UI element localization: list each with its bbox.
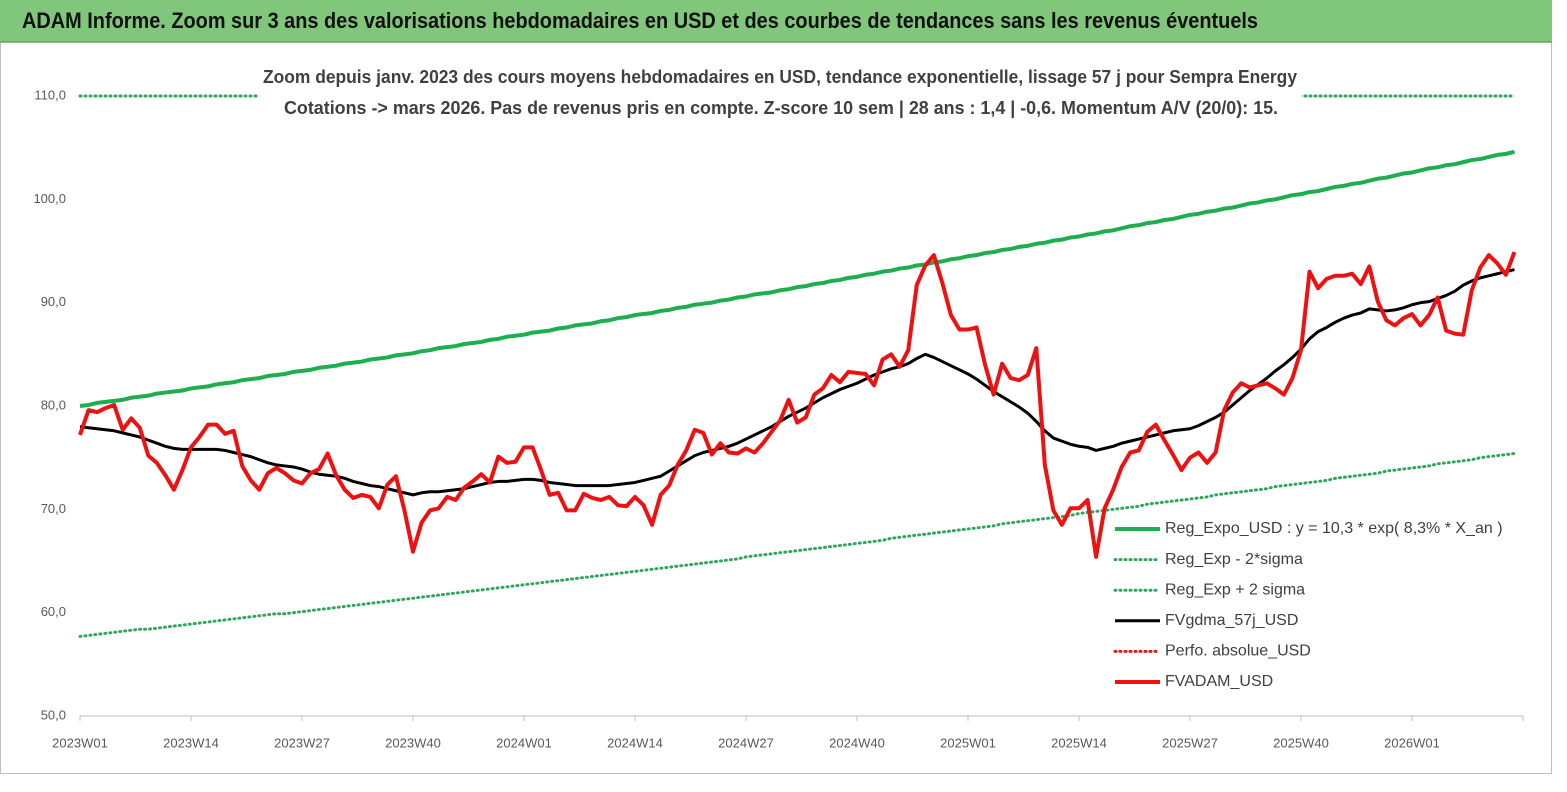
- x-tick-label: 2023W40: [385, 735, 441, 750]
- x-tick-label: 2023W14: [163, 735, 219, 750]
- series-line: [79, 268, 1515, 497]
- chart-subtitle: Zoom depuis janv. 2023 des cours moyens …: [263, 67, 1297, 87]
- y-tick-label: 90,0: [41, 294, 66, 309]
- y-tick-label: 70,0: [41, 501, 66, 516]
- legend-label: Reg_Exp + 2 sigma: [1165, 581, 1305, 598]
- plot-area: 50,0 60,0 70,0 80,0 90,0 100,0 110,0 2023W01 202…: [33, 87, 1524, 750]
- x-tick-label: 2023W01: [52, 735, 108, 750]
- x-tick-label: 2025W27: [1162, 735, 1218, 750]
- x-tick-label: 2024W40: [829, 735, 885, 750]
- series-line: [79, 149, 1515, 408]
- x-tick-label: 2025W01: [940, 735, 996, 750]
- subtitle-box: [258, 62, 1302, 124]
- legend-label: FVADAM_USD: [1165, 673, 1273, 690]
- legend-label: Reg_Exp - 2*sigma: [1165, 551, 1303, 568]
- y-tick-label: 100,0: [33, 191, 66, 206]
- legend-label: Reg_Expo_USD : y = 10,3 * exp( 8,3% * X_…: [1165, 520, 1503, 537]
- legend: Reg_Expo_USD : y = 10,3 * exp( 8,3% * X_…: [1108, 514, 1520, 696]
- legend-label: FVgdma_57j_USD: [1165, 612, 1298, 629]
- y-tick-label: 50,0: [41, 707, 66, 722]
- y-tick-label: 80,0: [41, 397, 66, 412]
- x-tick-label: 2024W27: [718, 735, 774, 750]
- x-tick-label: 2023W27: [274, 735, 330, 750]
- x-tick-label: 2024W01: [496, 735, 552, 750]
- legend-label: Perfo. absolue_USD: [1165, 643, 1311, 660]
- legend-box: [1108, 514, 1520, 696]
- series-line: [78, 452, 1516, 638]
- chart-subtitle: Cotations -> mars 2026. Pas de revenus p…: [284, 98, 1278, 118]
- chart-title: ADAM Informe. Zoom sur 3 ans des valoris…: [22, 8, 1258, 33]
- x-tick-label: 2025W40: [1273, 735, 1329, 750]
- series-line: [78, 251, 1517, 559]
- y-tick-label: 110,0: [34, 87, 66, 102]
- x-tick-label: 2026W01: [1384, 735, 1440, 750]
- x-tick-label: 2025W14: [1051, 735, 1107, 750]
- x-tick-label: 2024W14: [607, 735, 663, 750]
- y-tick-label: 60,0: [41, 604, 66, 619]
- header-bar: [0, 0, 1552, 42]
